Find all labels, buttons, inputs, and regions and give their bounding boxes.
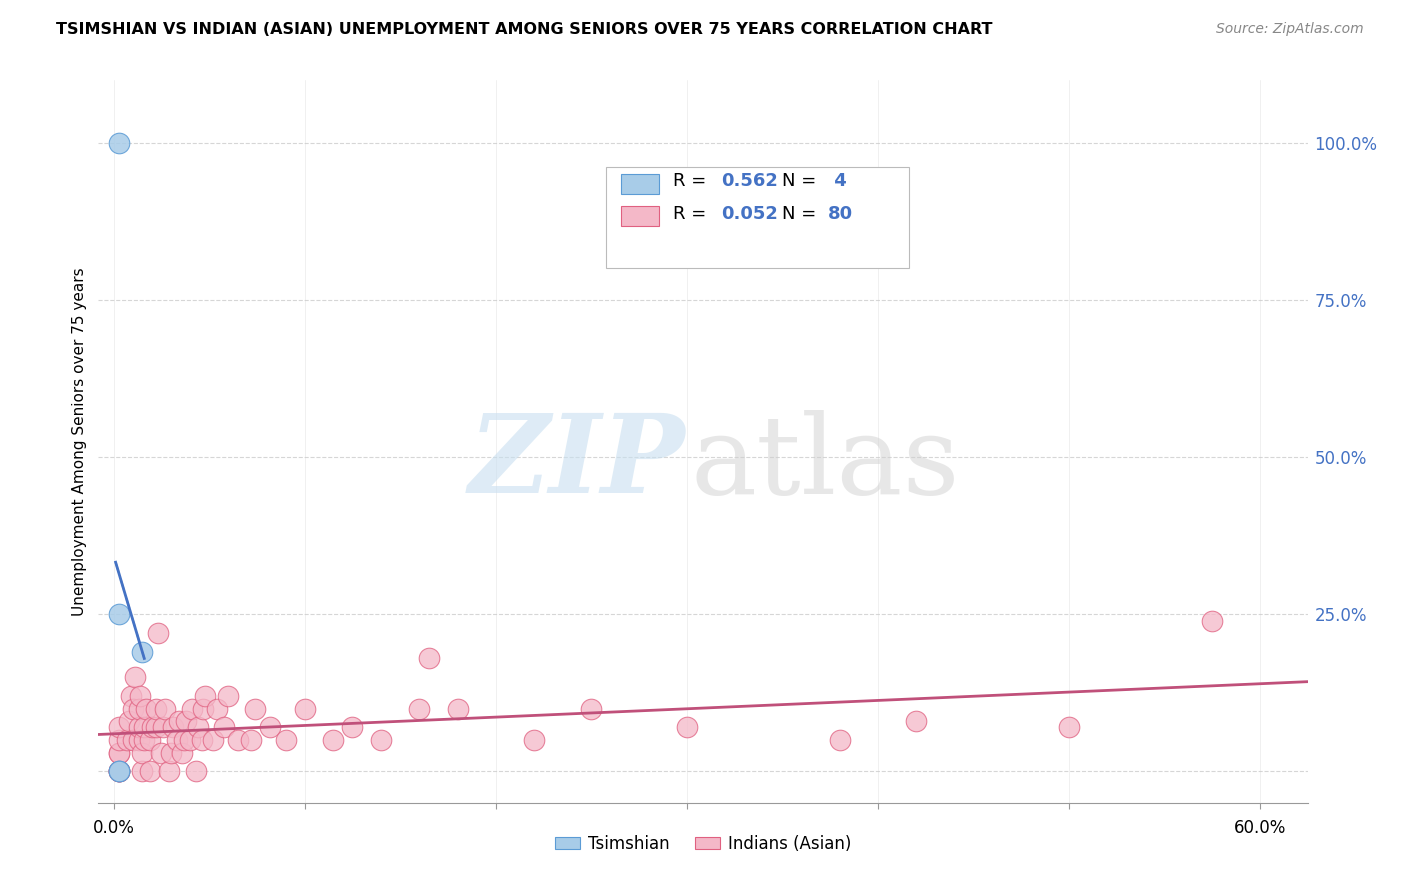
Text: 4: 4 [828, 172, 846, 190]
Point [408, 701, 430, 715]
Point [259, 720, 281, 734]
Point [226, 733, 249, 747]
Bar [606, 167, 908, 268]
Point [214, 720, 236, 734]
Point [108, 720, 131, 734]
Point [157, 764, 180, 779]
Point [131, 764, 153, 779]
Point [108, 746, 131, 760]
Text: R =: R = [672, 205, 711, 223]
Point [128, 733, 150, 747]
Point [108, 746, 131, 760]
Point [194, 689, 217, 703]
Point [187, 720, 209, 734]
Point [523, 733, 546, 747]
Point [418, 651, 440, 665]
Point [166, 733, 188, 747]
Point [370, 733, 392, 747]
Point [172, 746, 194, 760]
Text: R =: R = [672, 172, 711, 190]
Point [108, 607, 131, 622]
Text: TSIMSHIAN VS INDIAN (ASIAN) UNEMPLOYMENT AMONG SENIORS OVER 75 YEARS CORRELATION: TSIMSHIAN VS INDIAN (ASIAN) UNEMPLOYMENT… [56, 22, 993, 37]
Point [134, 720, 156, 734]
Text: 0.052: 0.052 [721, 205, 778, 223]
Point [152, 720, 174, 734]
Point [118, 714, 141, 728]
Point [1057, 720, 1080, 734]
Point [150, 746, 173, 760]
Point [139, 764, 162, 779]
Point [190, 733, 212, 747]
Text: 60.0%: 60.0% [1233, 819, 1286, 837]
Point [174, 714, 197, 728]
Point [205, 701, 228, 715]
Point [131, 645, 153, 659]
Point [162, 720, 184, 734]
Point [217, 689, 239, 703]
Point [342, 720, 364, 734]
Bar [621, 174, 659, 194]
Point [134, 733, 156, 747]
Point [120, 689, 142, 703]
Text: 0.0%: 0.0% [93, 819, 135, 837]
Point [108, 764, 131, 779]
Point [202, 733, 225, 747]
Point [145, 720, 167, 734]
Text: Source: ZipAtlas.com: Source: ZipAtlas.com [1216, 22, 1364, 37]
Point [108, 764, 131, 779]
Point [274, 733, 297, 747]
Point [129, 689, 152, 703]
Point [322, 733, 344, 747]
Text: 0.562: 0.562 [721, 172, 778, 190]
Point [128, 701, 150, 715]
Text: atlas: atlas [690, 409, 960, 516]
Point [108, 733, 131, 747]
Text: ZIP: ZIP [468, 409, 685, 517]
Point [135, 701, 157, 715]
Point [1201, 614, 1223, 628]
Point [121, 733, 143, 747]
Point [108, 136, 131, 150]
Point [243, 701, 266, 715]
Point [108, 764, 131, 779]
Bar [621, 206, 659, 227]
Point [179, 733, 201, 747]
Point [108, 764, 131, 779]
Text: N =: N = [782, 205, 821, 223]
Point [115, 733, 138, 747]
Point [145, 701, 167, 715]
Point [184, 764, 207, 779]
Y-axis label: Unemployment Among Seniors over 75 years: Unemployment Among Seniors over 75 years [72, 268, 87, 615]
Point [124, 670, 146, 684]
Text: 80: 80 [828, 205, 852, 223]
Point [240, 733, 263, 747]
Point [139, 733, 162, 747]
Point [141, 720, 163, 734]
Point [121, 701, 143, 715]
Point [108, 764, 131, 779]
Point [904, 714, 927, 728]
Legend: Tsimshian, Indians (Asian): Tsimshian, Indians (Asian) [548, 828, 858, 860]
Point [146, 626, 169, 640]
Point [128, 720, 150, 734]
Point [294, 701, 316, 715]
Point [193, 701, 215, 715]
Point [108, 764, 131, 779]
Point [181, 701, 204, 715]
Text: N =: N = [782, 172, 821, 190]
Point [446, 701, 468, 715]
Point [160, 746, 183, 760]
Point [167, 714, 190, 728]
Point [173, 733, 195, 747]
Point [581, 701, 603, 715]
Point [131, 746, 153, 760]
Point [675, 720, 697, 734]
Point [828, 733, 851, 747]
Point [155, 701, 177, 715]
